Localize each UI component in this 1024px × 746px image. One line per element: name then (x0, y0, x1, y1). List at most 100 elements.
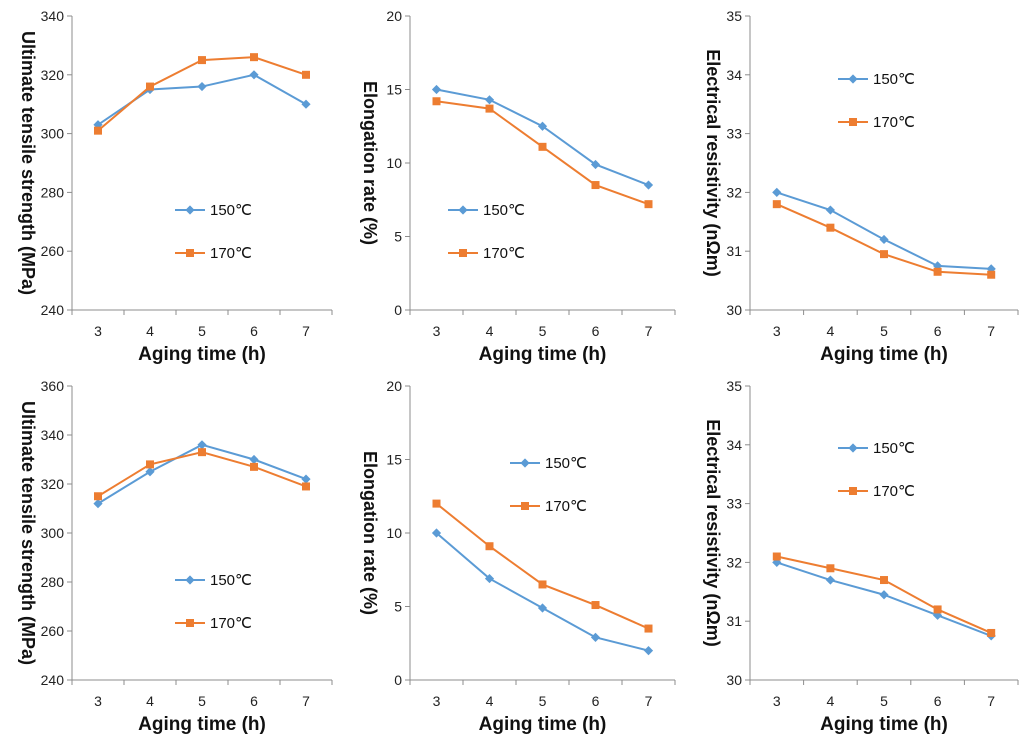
y-tick-label: 15 (386, 82, 402, 98)
data-point-170 (302, 70, 310, 79)
data-point-150 (145, 467, 155, 477)
legend-marker-170 (849, 487, 857, 495)
data-point-150 (879, 590, 889, 600)
legend-marker-170 (521, 502, 529, 510)
data-point-170 (432, 499, 441, 508)
y-axis-title: Ultimate tensile strength (MPa) (18, 31, 38, 295)
x-tick-label: 3 (773, 323, 781, 339)
x-tick-label: 6 (592, 693, 600, 709)
x-tick-label: 5 (539, 693, 547, 709)
y-tick-label: 300 (41, 525, 65, 541)
y-tick-label: 10 (386, 525, 402, 541)
legend-marker-150 (185, 205, 195, 215)
y-tick-label: 34 (726, 437, 742, 453)
legend-marker-170 (459, 249, 467, 257)
data-point-170 (772, 200, 781, 209)
y-tick-label: 340 (41, 427, 65, 443)
x-tick-label: 7 (987, 323, 995, 339)
data-point-170 (772, 552, 781, 561)
x-tick-label: 4 (486, 323, 494, 339)
x-axis-title: Aging time (h) (820, 714, 948, 735)
legend-marker-150 (848, 74, 858, 84)
legend-label-170: 170℃ (873, 483, 915, 500)
y-tick-label: 35 (726, 8, 742, 24)
data-point-170 (826, 223, 835, 232)
data-point-150 (643, 180, 654, 190)
y-axis-title: Elongation rate (%) (360, 81, 380, 245)
data-point-150 (93, 499, 103, 509)
x-tick-label: 5 (539, 323, 547, 339)
legend-label-150: 150℃ (545, 455, 587, 472)
y-axis-title: Elongation rate (%) (360, 451, 380, 615)
x-tick-label: 7 (645, 693, 653, 709)
y-tick-label: 0 (394, 302, 402, 318)
legend-marker-150 (185, 575, 195, 585)
data-point-150 (590, 632, 601, 642)
data-point-170 (94, 492, 102, 501)
y-tick-label: 5 (394, 599, 402, 615)
data-point-170 (146, 460, 154, 469)
y-tick-label: 320 (41, 67, 65, 83)
legend-label-150: 150℃ (873, 71, 915, 88)
y-tick-label: 33 (726, 496, 742, 512)
x-tick-label: 5 (880, 323, 888, 339)
legend-marker-150 (848, 443, 858, 453)
y-tick-label: 31 (726, 243, 742, 259)
x-tick-label: 6 (250, 693, 258, 709)
y-tick-label: 300 (41, 126, 65, 142)
data-point-170 (826, 564, 835, 573)
data-point-150 (772, 187, 782, 197)
data-point-150 (537, 121, 548, 131)
data-point-150 (933, 261, 943, 271)
x-tick-label: 4 (146, 693, 154, 709)
y-tick-label: 30 (726, 672, 742, 688)
data-point-150 (431, 84, 442, 95)
data-point-150 (590, 159, 601, 170)
y-tick-label: 33 (726, 126, 742, 142)
series-line-170 (97, 451, 307, 498)
data-point-150 (301, 99, 311, 109)
x-axis-title: Aging time (h) (138, 344, 266, 365)
data-point-170 (591, 601, 600, 610)
y-tick-label: 360 (41, 378, 65, 394)
data-point-150 (93, 120, 103, 130)
x-tick-label: 4 (827, 323, 835, 339)
data-point-170 (591, 181, 600, 190)
data-point-170 (198, 56, 206, 65)
y-tick-label: 32 (726, 554, 742, 570)
y-tick-label: 260 (41, 243, 65, 259)
data-point-170 (250, 53, 258, 62)
series-line-150 (436, 88, 649, 186)
data-point-150 (249, 70, 259, 80)
x-tick-label: 5 (198, 693, 206, 709)
y-axis-title: Ultimate tensile strength (MPa) (18, 401, 38, 665)
data-point-170 (94, 126, 102, 135)
x-tick-label: 7 (645, 323, 653, 339)
y-tick-label: 15 (386, 452, 402, 468)
x-tick-label: 3 (433, 693, 441, 709)
legend-label-150: 150℃ (483, 202, 525, 219)
data-point-150 (431, 528, 442, 538)
data-point-150 (986, 264, 996, 274)
data-point-170 (644, 624, 653, 633)
data-point-170 (250, 462, 258, 471)
x-axis-title: Aging time (h) (820, 344, 948, 365)
x-axis-title: Aging time (h) (138, 714, 266, 735)
data-point-170 (302, 482, 310, 491)
y-tick-label: 32 (726, 184, 742, 200)
legend-label-170: 170℃ (210, 245, 252, 262)
data-point-150 (933, 610, 943, 620)
y-tick-label: 240 (41, 302, 65, 318)
x-axis-title: Aging time (h) (479, 344, 607, 365)
legend-label-170: 170℃ (873, 114, 915, 131)
data-point-170 (485, 542, 494, 551)
y-tick-label: 20 (386, 378, 402, 394)
y-tick-label: 5 (394, 229, 402, 245)
data-point-170 (644, 200, 653, 209)
data-point-170 (146, 82, 154, 91)
chart-panel-2: 0 5 10 15 20 3 4 5 6 7 Aging time (h) Elongation ra… (360, 8, 676, 365)
series-line-170 (97, 56, 307, 132)
data-point-150 (879, 234, 889, 245)
